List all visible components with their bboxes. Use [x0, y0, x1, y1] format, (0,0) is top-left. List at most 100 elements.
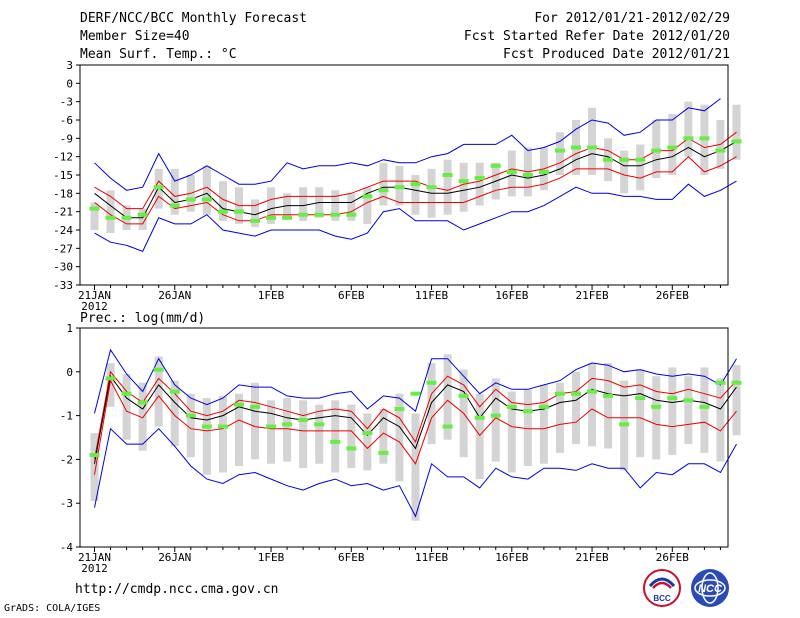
spread-box: [347, 404, 356, 469]
observed-marker: [217, 209, 228, 214]
observed-marker: [699, 404, 710, 409]
observed-marker: [538, 169, 549, 174]
spread-box: [443, 159, 452, 215]
produced-date: Fcst Produced Date 2012/01/21: [503, 47, 730, 62]
spread-box: [202, 165, 211, 215]
observed-marker: [715, 380, 726, 385]
observed-marker: [506, 169, 517, 174]
observed-marker: [699, 136, 710, 141]
spread-box: [652, 376, 661, 460]
x-tick-label: 6FEB: [338, 551, 365, 564]
observed-marker: [571, 391, 581, 396]
spread-box: [315, 404, 324, 464]
spread-box: [555, 382, 564, 453]
series-lower_inner-line: [94, 156, 737, 225]
y-tick-label: 0: [66, 366, 73, 379]
spread-box: [267, 187, 276, 224]
spread-box: [251, 199, 259, 227]
observed-marker: [731, 139, 742, 144]
spread-box: [459, 162, 468, 212]
spread-box: [604, 363, 613, 449]
member-size: Member Size=40: [80, 29, 190, 44]
observed-marker: [201, 197, 212, 202]
observed-marker: [105, 215, 116, 220]
spread-box: [507, 391, 516, 473]
observed-marker: [185, 197, 196, 202]
observed-marker: [314, 212, 325, 217]
spread-box: [138, 382, 147, 451]
spread-box: [475, 162, 484, 206]
y-tick-label: -30: [53, 261, 73, 274]
series-ensemble_mean-line: [94, 140, 737, 219]
observed-marker: [394, 185, 405, 190]
spread-box: [90, 433, 99, 502]
y-tick-label: -3: [60, 497, 73, 510]
spread-box: [491, 378, 500, 462]
observed-marker: [683, 136, 694, 141]
y-tick-label: -9: [60, 132, 73, 145]
observed-marker: [266, 215, 277, 220]
y-tick-label: -18: [53, 187, 73, 200]
spread-box: [234, 393, 243, 466]
observed-marker: [89, 453, 100, 458]
plot-frame: [79, 327, 729, 548]
observed-marker: [89, 206, 100, 211]
observed-marker: [169, 203, 180, 208]
series-lower-line: [94, 180, 737, 253]
spread-box: [379, 162, 388, 206]
spread-box: [251, 382, 259, 460]
observed-marker: [635, 396, 646, 401]
chart-title: DERF/NCC/BCC Monthly Forecast: [80, 11, 307, 26]
observed-marker: [442, 173, 453, 177]
observed-marker: [410, 182, 421, 187]
spread-box: [636, 369, 645, 458]
observed-marker: [137, 212, 148, 217]
x-tick-label: 16FEB: [495, 551, 528, 564]
x-tick-label: 6FEB: [338, 289, 365, 302]
spread-box: [588, 363, 597, 447]
observed-marker: [282, 422, 293, 427]
x-tick-label: 1FEB: [258, 551, 285, 564]
observed-marker: [266, 424, 277, 429]
observed-marker: [233, 209, 244, 214]
observed-marker: [522, 173, 533, 177]
y-tick-label: -15: [53, 169, 73, 182]
spread-box: [572, 371, 580, 445]
spread-box: [170, 380, 179, 447]
spread-box: [90, 202, 99, 230]
x-tick-label: 16FEB: [495, 289, 528, 302]
observed-marker: [330, 212, 341, 217]
spread-box: [138, 208, 147, 230]
y-tick-label: -6: [60, 114, 73, 127]
variable-label: Mean Surf. Temp.: °C: [80, 47, 237, 62]
observed-marker: [362, 194, 373, 199]
source-url[interactable]: http://cmdp.ncc.cma.gov.cn: [75, 582, 279, 597]
observed-marker: [378, 450, 389, 455]
spread-box: [299, 400, 308, 469]
observed-marker: [298, 212, 309, 217]
spread-box: [668, 367, 677, 456]
series-upper-line: [94, 348, 737, 414]
spread-box: [411, 175, 420, 215]
observed-marker: [458, 179, 469, 184]
x-tick-label: 21JAN: [78, 551, 111, 564]
spread-box: [732, 365, 741, 436]
ncc-logo: NCC: [691, 569, 729, 607]
observed-marker: [362, 431, 373, 436]
observed-marker: [169, 389, 180, 394]
x-tick-label: 26JAN: [158, 289, 191, 302]
observed-marker: [250, 218, 260, 223]
spread-box: [154, 356, 163, 427]
x-tick-label: 21JAN: [78, 289, 111, 302]
spread-box: [347, 193, 356, 221]
observed-marker: [506, 404, 517, 409]
observed-marker: [298, 417, 309, 422]
observed-marker: [490, 163, 501, 168]
observed-marker: [410, 391, 421, 396]
observed-marker: [105, 376, 116, 381]
panel-title: Prec.: log(mm/d): [80, 311, 205, 326]
spread-box: [331, 190, 340, 221]
spread-box: [202, 398, 211, 475]
